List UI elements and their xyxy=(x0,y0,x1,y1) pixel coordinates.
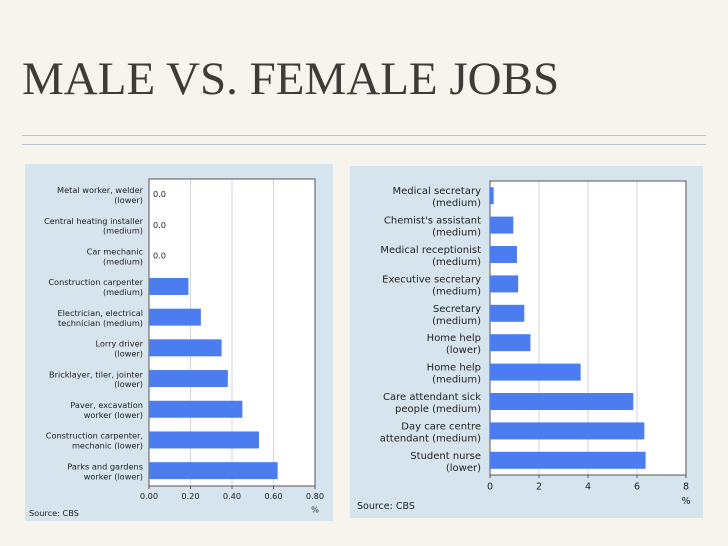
category-label: Bricklayer, tiler, jointer (lower) xyxy=(49,369,144,389)
bar xyxy=(490,187,494,205)
category-label: Electrician, electrical technician (mediu… xyxy=(57,308,143,328)
left-chart-panel: Metal worker, welder (lower) 0.0 Central he… xyxy=(25,164,333,521)
female-jobs-chart: Medical secretary (medium) Chemist's assis… xyxy=(357,180,691,512)
data-label: 0.0 xyxy=(153,220,166,230)
unit-label: % xyxy=(311,504,319,514)
x-tick-label: 4 xyxy=(585,482,591,493)
category-label: Medical receptionist (medium) xyxy=(380,245,481,268)
bar xyxy=(149,308,201,326)
x-tick-label: 0.60 xyxy=(264,491,282,501)
bar xyxy=(490,422,645,440)
category-label: Day care centre attendant (medium) xyxy=(380,421,481,444)
category-label: Secretary (medium) xyxy=(432,304,481,327)
category-label: Construction carpenter, mechanic (lower) xyxy=(46,431,143,451)
x-tick-label: 2 xyxy=(536,482,542,493)
bar xyxy=(490,451,646,469)
x-tick-label: 8 xyxy=(683,482,689,493)
x-tick-label: 0.20 xyxy=(181,491,199,501)
bar xyxy=(149,400,243,418)
category-label: Care attendant sick people (medium) xyxy=(383,392,481,415)
category-label: Paver, excavation worker (lower) xyxy=(70,400,143,420)
bar xyxy=(490,216,514,234)
bar xyxy=(149,462,278,480)
category-label: Car mechanic (medium) xyxy=(87,247,143,267)
category-label: Medical secretary (medium) xyxy=(393,186,482,209)
category-label: Executive secretary (medium) xyxy=(382,274,481,297)
data-label: 0.0 xyxy=(153,189,166,199)
category-label: Parks and gardens worker (lower) xyxy=(67,461,143,481)
bar xyxy=(490,304,525,322)
category-label: Home help (medium) xyxy=(427,363,481,386)
category-label: Metal worker, welder (lower) xyxy=(57,185,144,205)
x-tick-label: 0.00 xyxy=(140,491,158,501)
category-label: Home help (lower) xyxy=(427,333,481,356)
x-tick-label: 6 xyxy=(634,482,640,493)
data-label: 0.0 xyxy=(153,251,166,261)
source-label: Source: CBS xyxy=(29,508,79,518)
x-tick-label: 0.40 xyxy=(223,491,241,501)
bar xyxy=(490,334,531,352)
bar xyxy=(149,370,228,388)
x-tick-label: 0.80 xyxy=(306,491,324,501)
right-chart-panel: Medical secretary (medium) Chemist's assis… xyxy=(350,166,703,518)
bar xyxy=(149,277,189,295)
x-tick-label: 0 xyxy=(487,482,493,493)
bar xyxy=(490,363,581,381)
title-divider xyxy=(22,135,706,145)
bar xyxy=(490,393,634,410)
category-label: Student nurse (lower) xyxy=(410,451,481,474)
bar xyxy=(490,275,519,293)
bar xyxy=(149,431,259,449)
source-label: Source: CBS xyxy=(357,501,415,512)
bar xyxy=(490,246,517,263)
bar xyxy=(149,339,222,357)
category-label: Central heating installer (medium) xyxy=(44,216,144,236)
male-jobs-chart: Metal worker, welder (lower) 0.0 Central he… xyxy=(29,178,324,518)
unit-label: % xyxy=(681,496,690,507)
slide-title: MALE VS. FEMALE JOBS xyxy=(22,53,560,105)
category-label: Chemist's assistant (medium) xyxy=(384,216,481,239)
category-label: Lorry driver (lower) xyxy=(95,339,143,359)
category-label: Construction carpenter (medium) xyxy=(48,277,143,297)
